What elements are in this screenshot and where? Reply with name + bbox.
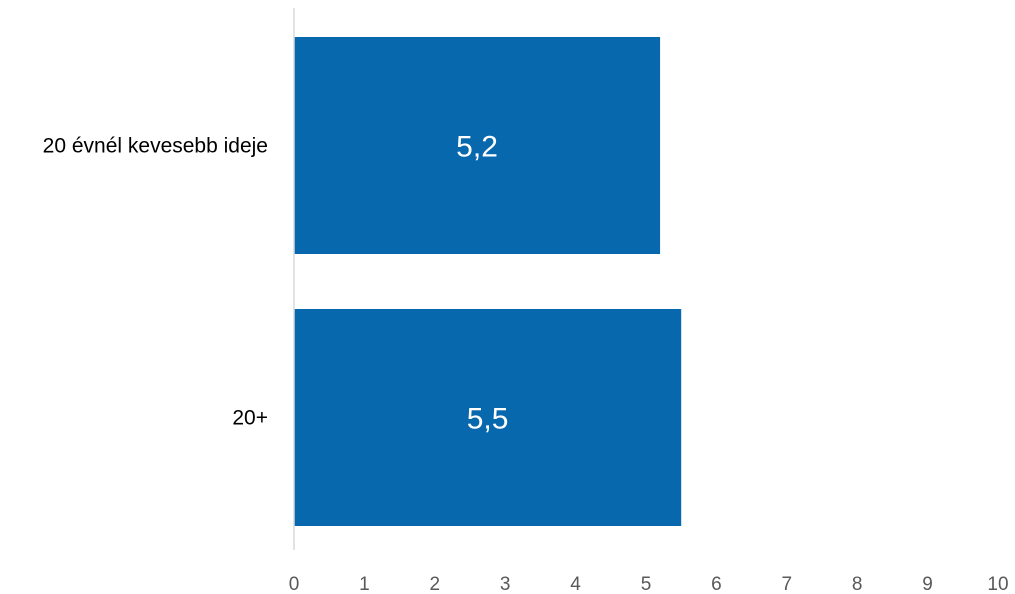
bar-0 [294,37,661,254]
category-label-0: 20 évnél kevesebb ideje [43,135,268,158]
bars-layer [294,37,682,526]
bar-value-label-1: 5,5 [467,403,509,436]
x-tick-label-4: 4 [570,574,581,594]
bar-value-label-0: 5,2 [456,131,498,164]
x-tick-label-2: 2 [430,574,441,594]
x-tick-label-3: 3 [500,574,511,594]
x-tick-label-6: 6 [711,574,722,594]
x-tick-label-1: 1 [359,574,370,594]
category-label-1: 20+ [232,407,268,430]
x-tick-label-8: 8 [852,574,863,594]
labels-layer: 5,2 20 évnél kevesebb ideje 5,5 20+ 0 1 2 3 4 5 6 7… [43,131,1009,594]
x-tick-label-9: 9 [922,574,933,594]
x-tick-label-7: 7 [782,574,793,594]
x-tick-label-5: 5 [641,574,652,594]
x-tick-label-0: 0 [289,574,300,594]
bar-1 [294,309,682,526]
x-tick-label-10: 10 [987,574,1008,594]
